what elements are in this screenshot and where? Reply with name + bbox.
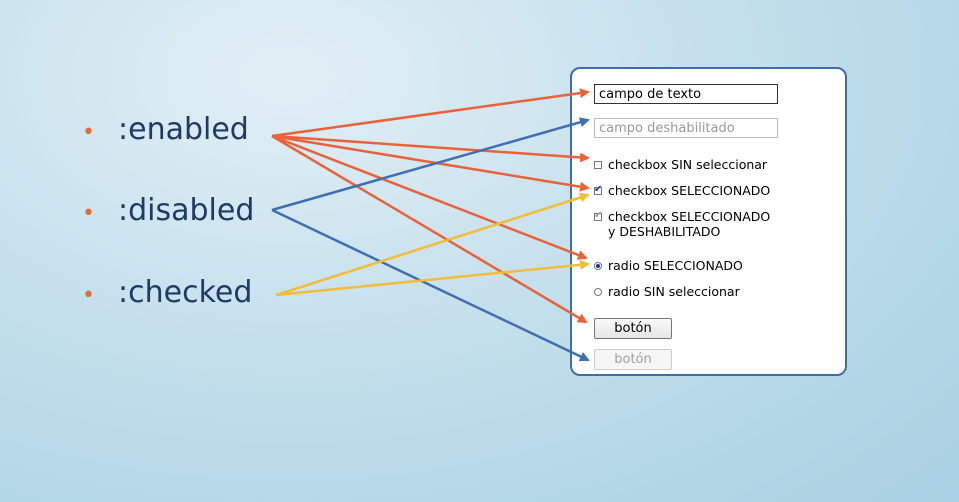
checkbox-checked-disabled-label-line2: y DESHABILITADO [608, 224, 721, 239]
arrow-enabled-to-button [271, 134, 588, 324]
bullet-checked: • [82, 283, 95, 308]
bullet-enabled: • [82, 120, 95, 145]
checkbox-checked[interactable]: checkbox SELECCIONADO [594, 182, 771, 198]
selector-enabled: :enabled [118, 112, 249, 147]
checkbox-checked-disabled: checkbox SELECCIONADO y DESHABILITADO [594, 208, 771, 239]
arrow-enabled-to-radio-checked [271, 134, 588, 260]
form-example-panel: campo de texto campo deshabilitado check… [570, 67, 847, 376]
arrow-enabled-to-text-field [271, 88, 590, 138]
checkbox-checked-disabled-label: checkbox SELECCIONADO [608, 209, 771, 224]
radio-unchecked-icon [594, 288, 602, 296]
checkbox-checked-label: checkbox SELECCIONADO [608, 183, 771, 198]
button-disabled: botón [594, 349, 672, 370]
radio-unchecked[interactable]: radio SIN seleccionar [594, 284, 740, 299]
bullet-disabled: • [82, 201, 95, 226]
arrow-enabled-to-checkbox-checked [271, 134, 590, 192]
checkbox-checked-icon [594, 182, 602, 197]
selector-checked: :checked [118, 275, 253, 310]
button-enabled[interactable]: botón [594, 318, 672, 339]
checkbox-unchecked-label: checkbox SIN seleccionar [608, 157, 768, 172]
selector-disabled: :disabled [118, 193, 255, 228]
checkbox-unchecked-icon [594, 161, 602, 169]
radio-checked-icon [594, 262, 602, 270]
arrow-checked-to-checkbox-checked [275, 192, 590, 297]
arrow-disabled-to-text-field [271, 117, 590, 212]
text-field-enabled[interactable]: campo de texto [594, 84, 778, 104]
arrow-enabled-to-checkbox-unchecked [271, 134, 590, 163]
checkbox-unchecked[interactable]: checkbox SIN seleccionar [594, 157, 767, 172]
checkbox-checked-disabled-icon [594, 208, 602, 223]
arrow-disabled-to-button [271, 208, 590, 362]
arrow-checked-to-radio-checked [275, 259, 590, 297]
radio-checked-label: radio SELECCIONADO [608, 258, 743, 273]
text-field-disabled: campo deshabilitado [594, 118, 778, 138]
radio-unchecked-label: radio SIN seleccionar [608, 284, 740, 299]
radio-checked[interactable]: radio SELECCIONADO [594, 258, 743, 273]
